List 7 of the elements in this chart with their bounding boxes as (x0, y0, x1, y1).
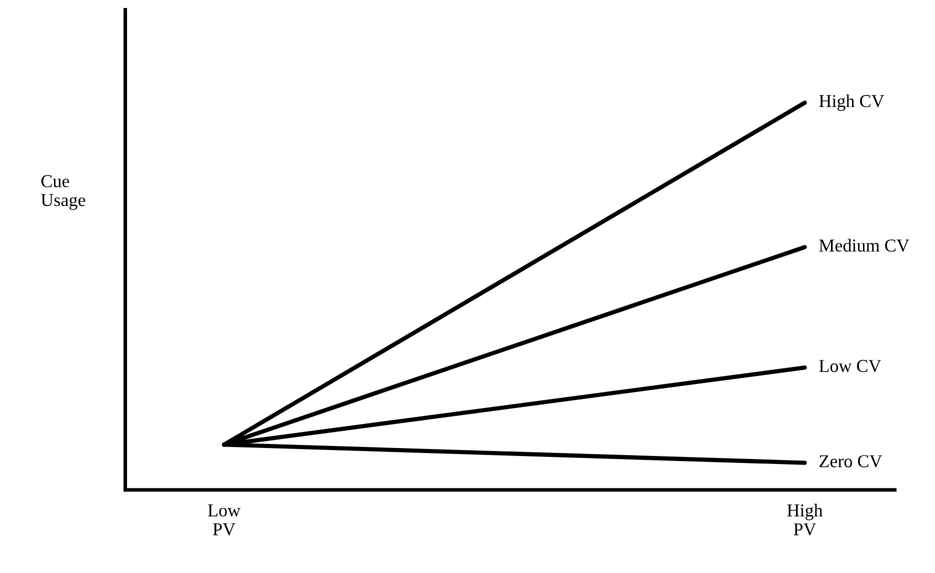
series-label: Medium CV (819, 238, 910, 252)
series-label: High CV (819, 94, 884, 111)
series-label: Low CV (819, 360, 882, 372)
x-tick-label: Low PV (208, 504, 240, 536)
x-tick-label: High PV (787, 504, 823, 536)
y-axis-title: Cue Usage (41, 175, 86, 210)
series-label: Zero CV (820, 455, 882, 468)
